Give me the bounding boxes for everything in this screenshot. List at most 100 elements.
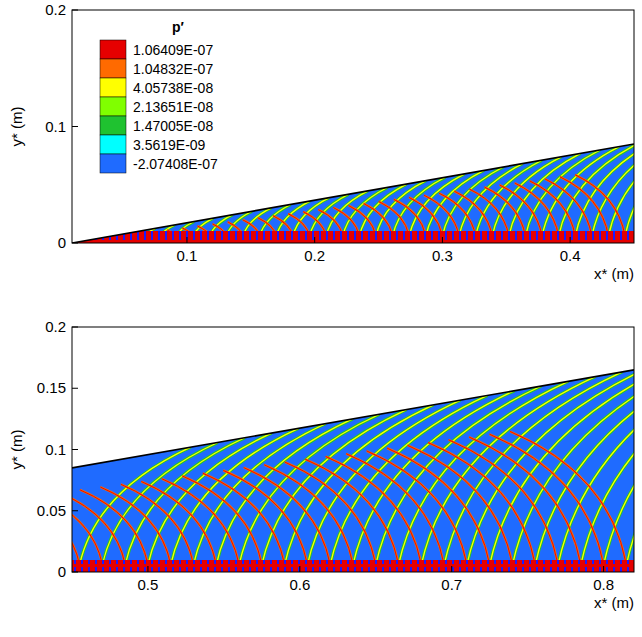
wave-front-halo <box>512 358 634 565</box>
wave-front-halo <box>421 377 595 565</box>
legend-label: 1.06409E-07 <box>133 42 213 58</box>
legend-swatch <box>100 97 126 116</box>
plot-area <box>72 334 634 572</box>
reflected-front <box>469 437 581 565</box>
reflected-front <box>428 443 535 565</box>
reflected-front-halo <box>408 445 513 564</box>
x-axis-title: x* (m) <box>594 594 634 611</box>
reflected-front <box>510 431 626 564</box>
legend-swatch <box>100 135 126 154</box>
reflected-front-halo <box>203 473 285 564</box>
reflected-front-halo <box>162 479 239 565</box>
legend-label: 2.13651E-08 <box>133 99 213 115</box>
reflected-front <box>575 175 625 236</box>
reflected-front-halo <box>72 495 102 564</box>
reflected-front-halo <box>244 468 330 565</box>
y-axis-title: y* (m) <box>8 430 25 470</box>
wave-front <box>581 344 634 565</box>
x-tick <box>451 566 452 572</box>
reflected-front-halo <box>515 183 559 236</box>
y-tick-label: 0.2 <box>45 318 66 335</box>
x-tick <box>314 237 315 243</box>
reflected-front <box>141 481 216 564</box>
y-tick <box>72 126 78 127</box>
y-tick <box>72 510 78 511</box>
reflected-front-halo <box>484 187 525 236</box>
reflected-front-halo <box>575 175 625 236</box>
reflected-front <box>515 183 559 236</box>
reflected-front-halo <box>490 434 604 564</box>
reflected-front <box>449 440 558 565</box>
field <box>72 130 634 243</box>
x-tick <box>570 237 571 243</box>
panel-0: 0.10.20.30.400.10.2y* (m)x* (m)p′1.06409… <box>8 1 642 282</box>
reflected-front-halo <box>469 189 508 236</box>
reflected-front-halo <box>141 481 216 564</box>
y-tick <box>72 572 78 573</box>
y-tick-label: 0.15 <box>37 379 66 396</box>
field-background <box>72 370 634 572</box>
plot-area <box>72 130 634 243</box>
panel-1: 0.50.60.70.800.050.10.150.2y* (m)x* (m) <box>8 318 642 611</box>
legend-swatch <box>100 59 126 78</box>
y-tick <box>72 243 78 244</box>
y-axis-title: y* (m) <box>8 107 25 147</box>
wave-front-halo <box>581 344 634 565</box>
legend-swatch <box>100 116 126 135</box>
wall-band <box>72 560 634 572</box>
reflected-front <box>545 179 592 236</box>
reflected-front <box>100 487 170 565</box>
reflected-front <box>484 187 525 236</box>
reflected-front <box>72 495 102 564</box>
reflected-front-halo <box>560 177 608 236</box>
reflected-front-halo <box>449 440 558 565</box>
reflected-front-halo <box>80 490 148 565</box>
wave-front-halo <box>626 334 634 564</box>
wall-band <box>72 231 634 243</box>
reflected-front <box>72 498 80 564</box>
x-tick-label: 0.6 <box>289 576 310 593</box>
x-tick-label: 0.1 <box>177 247 198 264</box>
y-tick <box>72 327 78 328</box>
reflected-front <box>367 451 467 565</box>
color-legend: p′1.06409E-071.04832E-074.05738E-082.136… <box>100 19 218 173</box>
reflected-front <box>162 479 239 565</box>
reflected-front <box>490 434 604 564</box>
wave-front <box>353 391 514 565</box>
reflected-front <box>387 448 490 565</box>
legend-label: 1.47005E-08 <box>133 118 213 134</box>
legend-label: 1.04832E-07 <box>133 61 213 77</box>
reflected-front <box>121 484 194 564</box>
reflected-front-halo <box>510 431 626 564</box>
y-tick-label: 0.1 <box>45 441 66 458</box>
reflected-front-halo <box>182 476 262 565</box>
y-tick-label: 0.2 <box>45 1 66 18</box>
wave-front <box>376 181 426 236</box>
reflected-front <box>203 473 285 564</box>
reflected-front-halo <box>72 498 80 564</box>
legend-label: 4.05738E-08 <box>133 80 213 96</box>
y-tick <box>72 388 78 389</box>
reflected-front <box>500 185 542 236</box>
y-tick-label: 0 <box>58 563 66 580</box>
reflected-front <box>72 493 125 565</box>
reflected-front-halo <box>530 181 575 236</box>
legend-swatch <box>100 40 126 59</box>
legend-label: -2.07408E-07 <box>133 156 218 172</box>
x-tick-label: 0.8 <box>593 576 614 593</box>
wall-line <box>72 370 634 468</box>
reflected-front-halo <box>387 448 490 565</box>
figure: 0.10.20.30.400.10.2y* (m)x* (m)p′1.06409… <box>0 0 642 637</box>
x-tick-label: 0.7 <box>441 576 462 593</box>
x-tick-label: 0.4 <box>560 247 581 264</box>
x-axis-title: x* (m) <box>594 265 634 282</box>
plot-frame <box>72 10 634 243</box>
reflected-front <box>530 181 575 236</box>
wave-front <box>512 358 634 565</box>
legend-swatch <box>100 78 126 97</box>
y-tick-label: 0 <box>58 234 66 251</box>
x-tick <box>442 237 443 243</box>
reflected-front <box>408 445 513 564</box>
wall-line <box>72 144 634 243</box>
wave-front-halo <box>353 391 514 565</box>
